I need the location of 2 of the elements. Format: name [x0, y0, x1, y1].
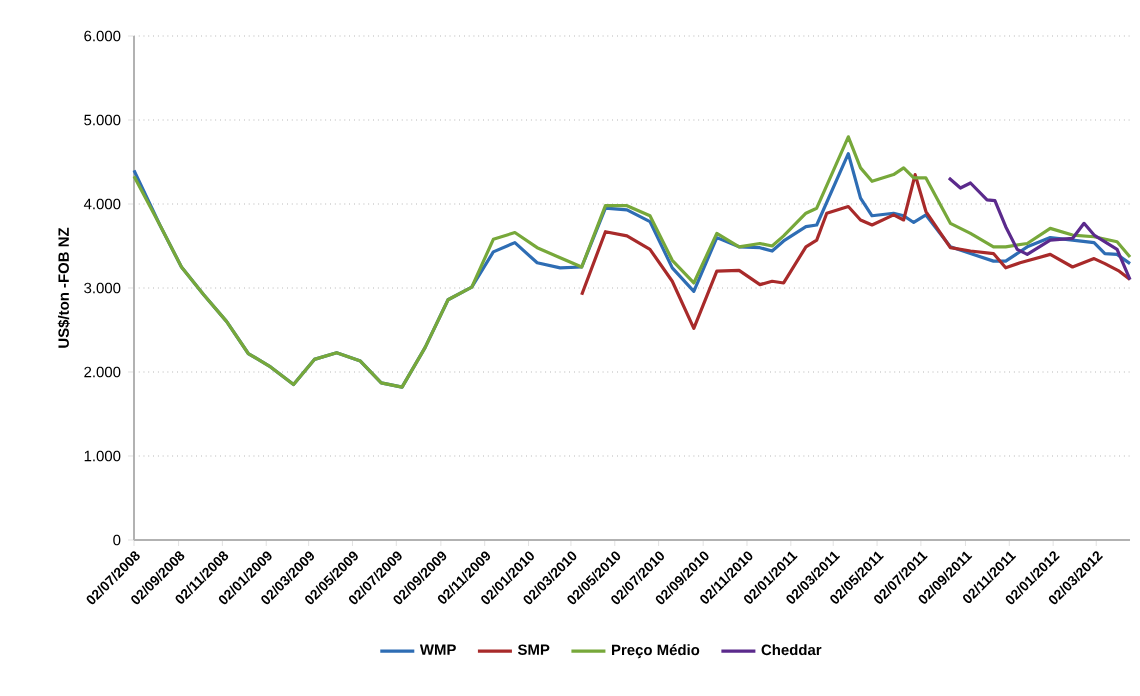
line-series: [947, 176, 1132, 282]
line-series: [580, 173, 1132, 330]
